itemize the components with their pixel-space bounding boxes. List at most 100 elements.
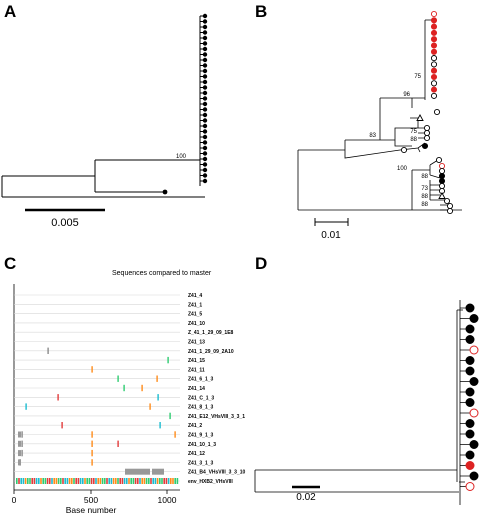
panel-d-tip-marker	[465, 482, 475, 491]
panel-b-tip-marker	[438, 177, 446, 185]
panel-label-d: D	[255, 254, 268, 273]
panel-a-tip-dot	[202, 178, 208, 184]
panel-a-tip-dot	[202, 107, 208, 112]
panel-c-mutation-marks	[16, 347, 179, 484]
panel-a-tip-dot	[202, 118, 208, 123]
panel-b-tip-marker	[430, 10, 438, 18]
panel-b-tip-marker	[438, 162, 446, 170]
panel-d-tip-marker	[465, 356, 475, 365]
panel-c-master-mark	[143, 478, 146, 484]
panel-b-bootstrap-value: 88	[421, 194, 428, 200]
panel-c-master-mark	[154, 478, 157, 484]
panel-c-sequence-rows: Z41_4 Z41_1 Z41_5 Z41_10 Z_41_1_29_09_1E8 Z41…	[14, 293, 245, 485]
panel-a-tip-dot	[202, 162, 208, 167]
panel-c-mutation-mark	[57, 394, 59, 401]
panel-c-master-mark	[161, 478, 163, 484]
panel-c-master-mark	[163, 478, 165, 484]
panel-b-tip-marker	[423, 129, 431, 137]
panel-b-tip-marker	[433, 108, 441, 116]
panel-d-tip-marker	[465, 366, 475, 376]
panel-label-a: A	[4, 2, 17, 21]
panel-c-sequence-label: Z41_12	[188, 451, 205, 457]
panel-a-tip-dot	[202, 123, 208, 129]
panel-b-bootstrap-value: 75	[414, 74, 421, 80]
panel-c-master-mark	[33, 478, 36, 484]
panel-c-mutation-mark	[25, 403, 27, 410]
panel-c-sequence-label: Z41_4	[188, 293, 202, 299]
panel-c-master-mark	[31, 478, 33, 484]
panel-c-sequence-label: Z41_13	[188, 340, 205, 346]
panel-b-bootstrap-value: 88	[421, 202, 428, 208]
panel-c-master-mark	[40, 478, 42, 484]
panel-b-tip-marker	[430, 61, 438, 68]
panel-c-master-mark	[176, 478, 179, 484]
panel-c-master-mark	[174, 478, 176, 484]
panel-c-master-mark	[123, 478, 126, 484]
panel-d-tip-marker	[465, 429, 475, 439]
panel-c-master-mark	[121, 478, 124, 484]
panel-b-tip-marker	[446, 202, 454, 210]
panel-a-tip-dot	[202, 13, 208, 19]
panel-b-tree	[297, 19, 462, 211]
panel-c-mutation-mark	[21, 449, 23, 457]
panel-c-master-mark	[64, 478, 66, 484]
panel-c-mutation-mark	[21, 431, 23, 438]
panel-c-master-mark	[77, 478, 80, 484]
panel-a-tip-dot	[202, 156, 208, 162]
panel-c-master-mark	[117, 478, 119, 484]
panel-c-mutation-mark	[117, 440, 119, 447]
panel-a-tip-dot	[202, 129, 208, 134]
panel-d-tip-marker	[469, 408, 479, 418]
panel-c-master-mark	[145, 478, 148, 484]
panel-c-master-mark	[38, 478, 40, 484]
panel-c-master-mark	[73, 478, 75, 484]
panel-b-tip-marker	[430, 80, 438, 87]
panel-b-bootstrap-value: 83	[369, 133, 376, 139]
panel-c-mutation-mark	[156, 375, 158, 382]
panel-a-scale-label: 0.005	[51, 217, 79, 229]
panel-c-sequence-label: Z41_B4_VHsVIII_3_3_10	[188, 470, 245, 476]
panel-c-mutation-mark	[91, 459, 93, 466]
panel-a-tip-dot	[202, 140, 208, 145]
panel-b-tip-marker	[423, 134, 431, 142]
panel-c-sequence-label: env_HXB2_VHsVIII	[188, 479, 233, 485]
panel-c-master-mark	[60, 478, 62, 484]
panel-c-master-mark	[139, 478, 141, 484]
panel-a-tip-markers	[202, 13, 208, 184]
panel-c-tick-1000: 1000	[158, 495, 177, 505]
panel-b-tip-marker	[438, 182, 446, 190]
panel-c-master-mark	[99, 478, 102, 484]
panel-b-tip-marker	[430, 55, 438, 62]
panel-b-tip-markers	[400, 10, 454, 215]
panel-b-tip-marker	[446, 207, 454, 215]
panel-c-master-mark	[20, 478, 22, 484]
panel-c-master-mark	[46, 478, 49, 484]
panel-b-tip-marker	[430, 29, 438, 36]
panel-d-tip-marker	[465, 387, 475, 397]
panel-c-sequence-label: Z41_9_1_3	[188, 433, 214, 439]
panel-c-sequence-label: Z41_10	[188, 321, 205, 327]
panel-c-master-mark	[42, 478, 44, 484]
panel-b-bootstrap-value: 88	[410, 137, 417, 143]
panel-c-tick-500: 500	[84, 495, 98, 505]
panel-d-tip-marker	[465, 324, 475, 334]
panel-c-master-mark	[112, 478, 115, 484]
panel-a-tip-dot	[202, 134, 208, 140]
panel-c-mutation-mark	[91, 449, 93, 457]
panel-c-insertion-block	[125, 468, 150, 475]
panel-d-tip-marker	[465, 398, 475, 407]
panel-d-tip-marker	[469, 377, 479, 386]
panel-b-tip-marker	[430, 48, 438, 55]
panel-a-tip-dot	[202, 79, 208, 85]
panel-b-bootstrap-labels: 75 96 83 75 88 100 88 73 88 88	[369, 74, 428, 208]
panel-a-tip-dot	[202, 167, 208, 173]
panel-c-master-mark	[51, 478, 53, 484]
panel-b-tip-marker	[430, 23, 438, 30]
panel-a-tip-dot	[202, 101, 208, 107]
panel-b-tip-marker	[400, 146, 408, 154]
panel-a-tree	[1, 15, 205, 198]
panel-c-mutation-mark	[169, 412, 171, 420]
panel-b-tip-marker	[430, 36, 438, 43]
panel-c-title: Sequences compared to master	[112, 270, 212, 277]
panel-a-bootstrap-label: 100	[176, 154, 187, 160]
